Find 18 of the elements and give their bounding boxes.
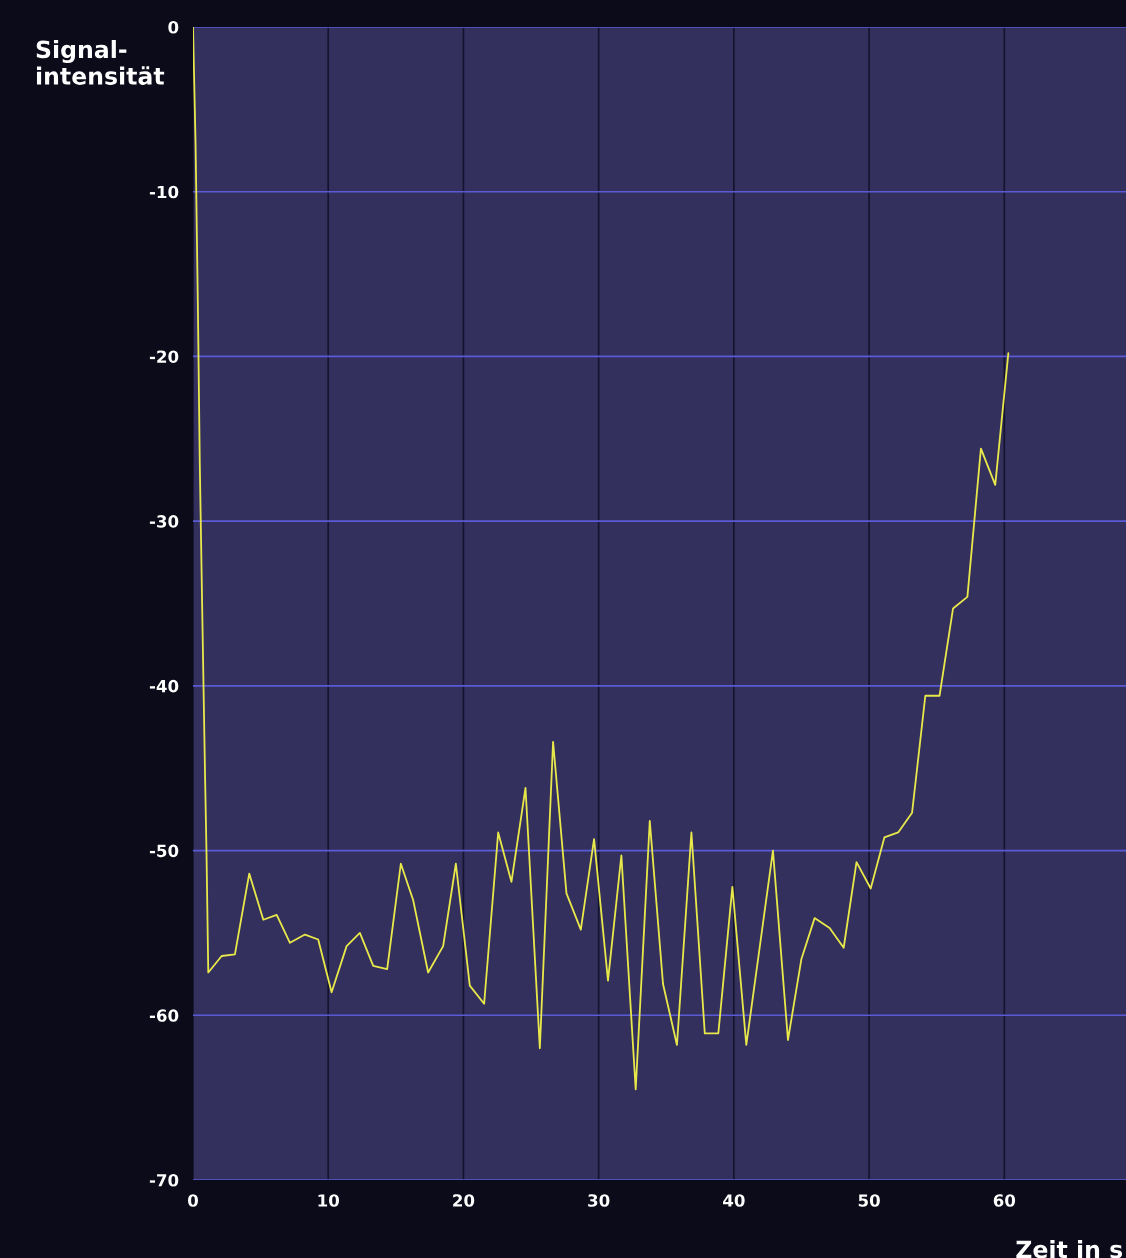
y-tick-label: -10 — [149, 185, 179, 199]
y-tick-label: -70 — [149, 1173, 179, 1187]
x-tick-label: 20 — [453, 1194, 475, 1207]
y-tick-label: -20 — [149, 350, 179, 363]
y-tick-label: -40 — [149, 679, 179, 693]
y-tick-label: -50 — [149, 844, 179, 858]
y-tick-label: -60 — [149, 1009, 179, 1022]
x-tick-label: 10 — [318, 1194, 340, 1207]
x-tick-label: 0 — [188, 1194, 198, 1207]
y-tick-label: -30 — [149, 515, 179, 528]
x-tick-label: 50 — [858, 1194, 880, 1207]
line-series — [193, 27, 1010, 1091]
y-tick-label: 0 — [168, 20, 179, 34]
y-axis-title: Signal- intensität — [36, 40, 165, 85]
x-tick-label: 40 — [723, 1194, 745, 1207]
x-tick-label: 30 — [588, 1194, 610, 1207]
x-tick-label: 60 — [993, 1194, 1016, 1207]
x-axis-title: Zeit in s — [1016, 1240, 1123, 1258]
